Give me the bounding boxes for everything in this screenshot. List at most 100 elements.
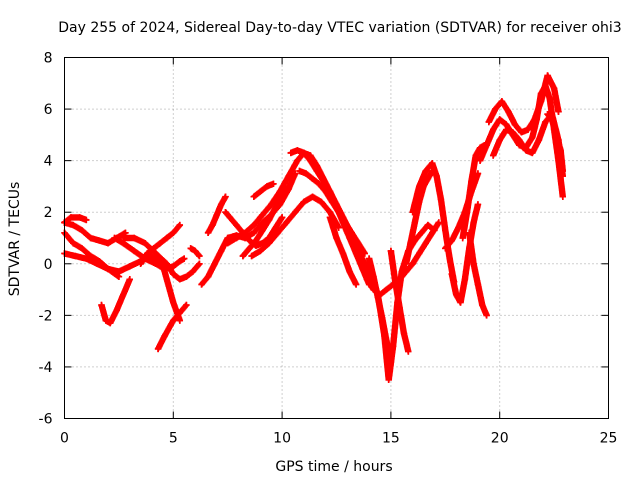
data-point: [152, 250, 160, 257]
data-point: [72, 252, 79, 260]
data-point: [102, 317, 110, 324]
data-point: [294, 157, 301, 164]
data-point: [346, 234, 353, 242]
data-point: [226, 214, 234, 221]
data-point: [176, 309, 184, 316]
series-arc-34: [544, 111, 567, 175]
data-point: [198, 281, 205, 288]
data-point: [285, 183, 292, 190]
y-tick-label: -6: [39, 412, 53, 428]
data-point: [217, 247, 225, 255]
data-point: [346, 268, 353, 275]
data-point: [83, 216, 90, 224]
data-point: [437, 196, 445, 203]
data-point: [265, 239, 273, 247]
data-point: [448, 237, 456, 244]
data-point: [233, 234, 240, 242]
data-point: [555, 108, 562, 115]
plus-markers: [365, 255, 395, 365]
data-point: [76, 214, 83, 221]
data-point: [544, 72, 551, 79]
data-point: [154, 345, 162, 353]
data-point: [370, 273, 377, 280]
data-point: [96, 237, 103, 244]
data-point: [546, 95, 553, 102]
data-point: [148, 252, 155, 260]
data-point: [126, 276, 133, 283]
data-point: [363, 276, 371, 283]
data-point: [309, 193, 316, 200]
data-point: [387, 358, 395, 365]
data-point: [415, 183, 423, 190]
data-point: [402, 268, 410, 275]
data-point: [365, 255, 373, 262]
data-point: [529, 134, 536, 141]
data-point: [257, 188, 264, 195]
data-point: [400, 330, 408, 337]
data-point: [448, 270, 456, 278]
series-arc-29: [459, 141, 488, 242]
data-point: [268, 201, 275, 208]
data-point: [111, 234, 118, 242]
data-point: [385, 376, 392, 384]
series-arc-8: [137, 221, 184, 267]
series-arc-7: [120, 234, 203, 283]
data-point: [383, 337, 390, 345]
data-point: [407, 239, 414, 247]
data-point: [250, 221, 258, 229]
data-point: [535, 136, 543, 144]
data-point: [204, 229, 212, 237]
data-point: [489, 126, 497, 133]
data-point: [259, 211, 266, 218]
data-point: [455, 224, 462, 231]
data-point: [505, 108, 512, 115]
data-point: [402, 260, 410, 267]
data-point: [470, 219, 477, 226]
data-point: [263, 183, 271, 190]
x-tick-label: 20: [491, 431, 509, 447]
data-point: [479, 301, 486, 309]
data-point: [524, 126, 532, 133]
data-point: [98, 301, 105, 309]
data-point: [209, 221, 216, 229]
data-point: [387, 247, 395, 255]
data-point: [170, 299, 177, 306]
data-point: [498, 98, 506, 105]
data-point: [470, 260, 477, 267]
data-point: [189, 268, 197, 275]
series-arc-3: [61, 214, 90, 226]
data-point: [217, 201, 225, 208]
data-point: [272, 224, 279, 231]
data-point: [67, 214, 75, 221]
data-point: [550, 85, 558, 92]
series-arc-12: [204, 193, 229, 237]
series-arc-28: [448, 201, 482, 306]
data-point: [241, 229, 249, 237]
data-point: [424, 221, 432, 229]
data-point: [415, 250, 423, 257]
x-tick-label: 10: [273, 431, 291, 447]
data-point: [483, 141, 490, 149]
data-point: [104, 239, 112, 247]
data-point: [452, 291, 460, 298]
data-point: [518, 129, 525, 136]
data-point: [78, 245, 86, 252]
data-point: [411, 219, 419, 226]
data-points: [61, 72, 567, 384]
data-point: [163, 260, 170, 267]
data-point: [442, 227, 449, 234]
data-point: [463, 209, 471, 216]
data-point: [459, 234, 466, 242]
plus-markers: [224, 149, 364, 260]
y-tick-label: 4: [44, 154, 53, 170]
data-point: [204, 273, 212, 280]
data-point: [152, 260, 160, 267]
series-arc-20: [326, 214, 360, 288]
data-point: [544, 111, 551, 118]
data-point: [396, 304, 403, 311]
data-point: [143, 250, 151, 257]
data-point: [239, 252, 247, 260]
axis-ticks: 0 5 10 15 20 25 -6 -4 -2 0 2 4 6 8: [39, 51, 618, 447]
data-point: [542, 118, 549, 126]
data-point: [104, 265, 112, 273]
